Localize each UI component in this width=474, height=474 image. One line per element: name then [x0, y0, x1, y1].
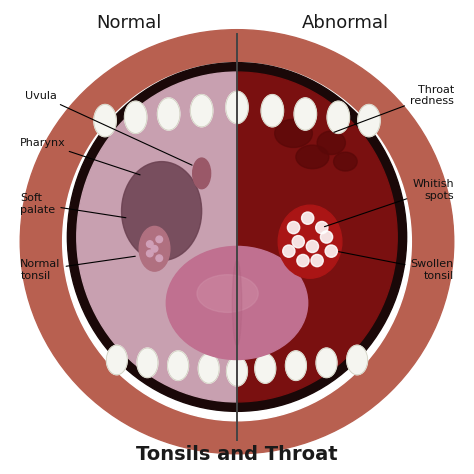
Ellipse shape — [168, 351, 189, 381]
Ellipse shape — [77, 72, 397, 402]
Circle shape — [156, 236, 163, 243]
Ellipse shape — [191, 95, 213, 127]
Ellipse shape — [94, 104, 116, 137]
Ellipse shape — [67, 63, 407, 411]
Ellipse shape — [77, 72, 397, 402]
Ellipse shape — [226, 91, 248, 124]
Ellipse shape — [346, 345, 368, 375]
Ellipse shape — [294, 98, 317, 130]
Ellipse shape — [327, 101, 349, 133]
Ellipse shape — [193, 158, 210, 189]
Circle shape — [292, 236, 304, 248]
Ellipse shape — [166, 246, 308, 359]
Circle shape — [156, 255, 163, 262]
Ellipse shape — [198, 354, 219, 383]
Ellipse shape — [20, 30, 454, 454]
Ellipse shape — [139, 227, 170, 271]
Circle shape — [301, 212, 314, 224]
Circle shape — [146, 250, 153, 257]
Ellipse shape — [125, 101, 147, 133]
Circle shape — [320, 231, 333, 243]
Ellipse shape — [278, 205, 342, 278]
Text: Whitish
spots: Whitish spots — [324, 179, 454, 227]
Ellipse shape — [227, 356, 247, 386]
Ellipse shape — [63, 63, 411, 421]
Ellipse shape — [197, 275, 258, 312]
Ellipse shape — [255, 354, 276, 383]
Ellipse shape — [358, 104, 380, 137]
Circle shape — [311, 255, 323, 267]
Ellipse shape — [121, 162, 201, 261]
Text: Soft
palate: Soft palate — [20, 193, 126, 218]
Ellipse shape — [296, 145, 329, 169]
Ellipse shape — [285, 351, 306, 381]
Text: Pharynx: Pharynx — [20, 138, 140, 175]
Text: Normal
tonsil: Normal tonsil — [20, 256, 135, 281]
Circle shape — [287, 221, 300, 234]
Circle shape — [316, 221, 328, 234]
Ellipse shape — [316, 348, 337, 378]
Text: Swollen
tonsil: Swollen tonsil — [339, 252, 454, 281]
Circle shape — [306, 240, 319, 253]
Ellipse shape — [275, 119, 312, 147]
Text: Uvula: Uvula — [25, 91, 192, 165]
Ellipse shape — [137, 348, 158, 378]
Ellipse shape — [261, 95, 283, 127]
Circle shape — [146, 241, 153, 247]
Ellipse shape — [157, 98, 180, 130]
Text: Tonsils and Throat: Tonsils and Throat — [136, 445, 338, 464]
Circle shape — [325, 245, 337, 257]
Ellipse shape — [232, 261, 242, 346]
Text: Abnormal: Abnormal — [302, 14, 389, 32]
Circle shape — [151, 246, 158, 252]
Ellipse shape — [106, 345, 128, 375]
Text: Throat
redness: Throat redness — [334, 85, 454, 132]
Text: Normal: Normal — [96, 14, 161, 32]
Circle shape — [297, 255, 309, 267]
Circle shape — [283, 245, 295, 257]
Ellipse shape — [334, 152, 357, 171]
Ellipse shape — [317, 131, 346, 155]
